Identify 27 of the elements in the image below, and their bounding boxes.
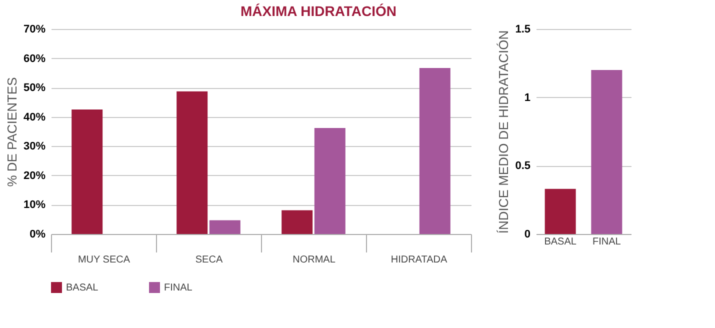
y-tick-label: 0.5	[515, 160, 530, 172]
y-axis-title: ÍNDICE MEDIO DE HIDRATACIÓN	[496, 30, 512, 234]
y-tick-label: 70%	[23, 24, 46, 36]
y-tick-label: 10%	[23, 199, 46, 212]
y-tick-label: 0	[524, 228, 530, 240]
y-tick-label: 20%	[23, 170, 46, 182]
bar	[419, 68, 450, 234]
y-axis-title: % DE PACIENTES	[4, 76, 20, 187]
bar	[176, 91, 208, 234]
bar	[209, 220, 240, 234]
legend-label: BASAL	[66, 282, 99, 294]
y-tick-label: 30%	[23, 140, 46, 153]
x-tick-label: NORMAL	[292, 254, 336, 266]
bar	[72, 110, 103, 234]
y-tick-label: 0%	[30, 228, 46, 240]
x-tick-label: SECA	[195, 254, 223, 266]
y-tick-label: 1	[524, 92, 530, 104]
y-tick-label: 50%	[23, 82, 46, 94]
y-tick-label: 1.5	[515, 24, 530, 36]
y-tick-label: 60%	[23, 52, 46, 65]
chart-title: MÁXIMA HIDRATACIÓN	[240, 3, 397, 19]
y-tick-label: 40%	[23, 111, 46, 124]
bar	[314, 128, 346, 234]
x-tick-label: MUY SECA	[78, 254, 130, 266]
bar	[282, 210, 313, 234]
legend-label: FINAL	[164, 282, 193, 294]
x-tick-label: HIDRATADA	[390, 254, 448, 266]
